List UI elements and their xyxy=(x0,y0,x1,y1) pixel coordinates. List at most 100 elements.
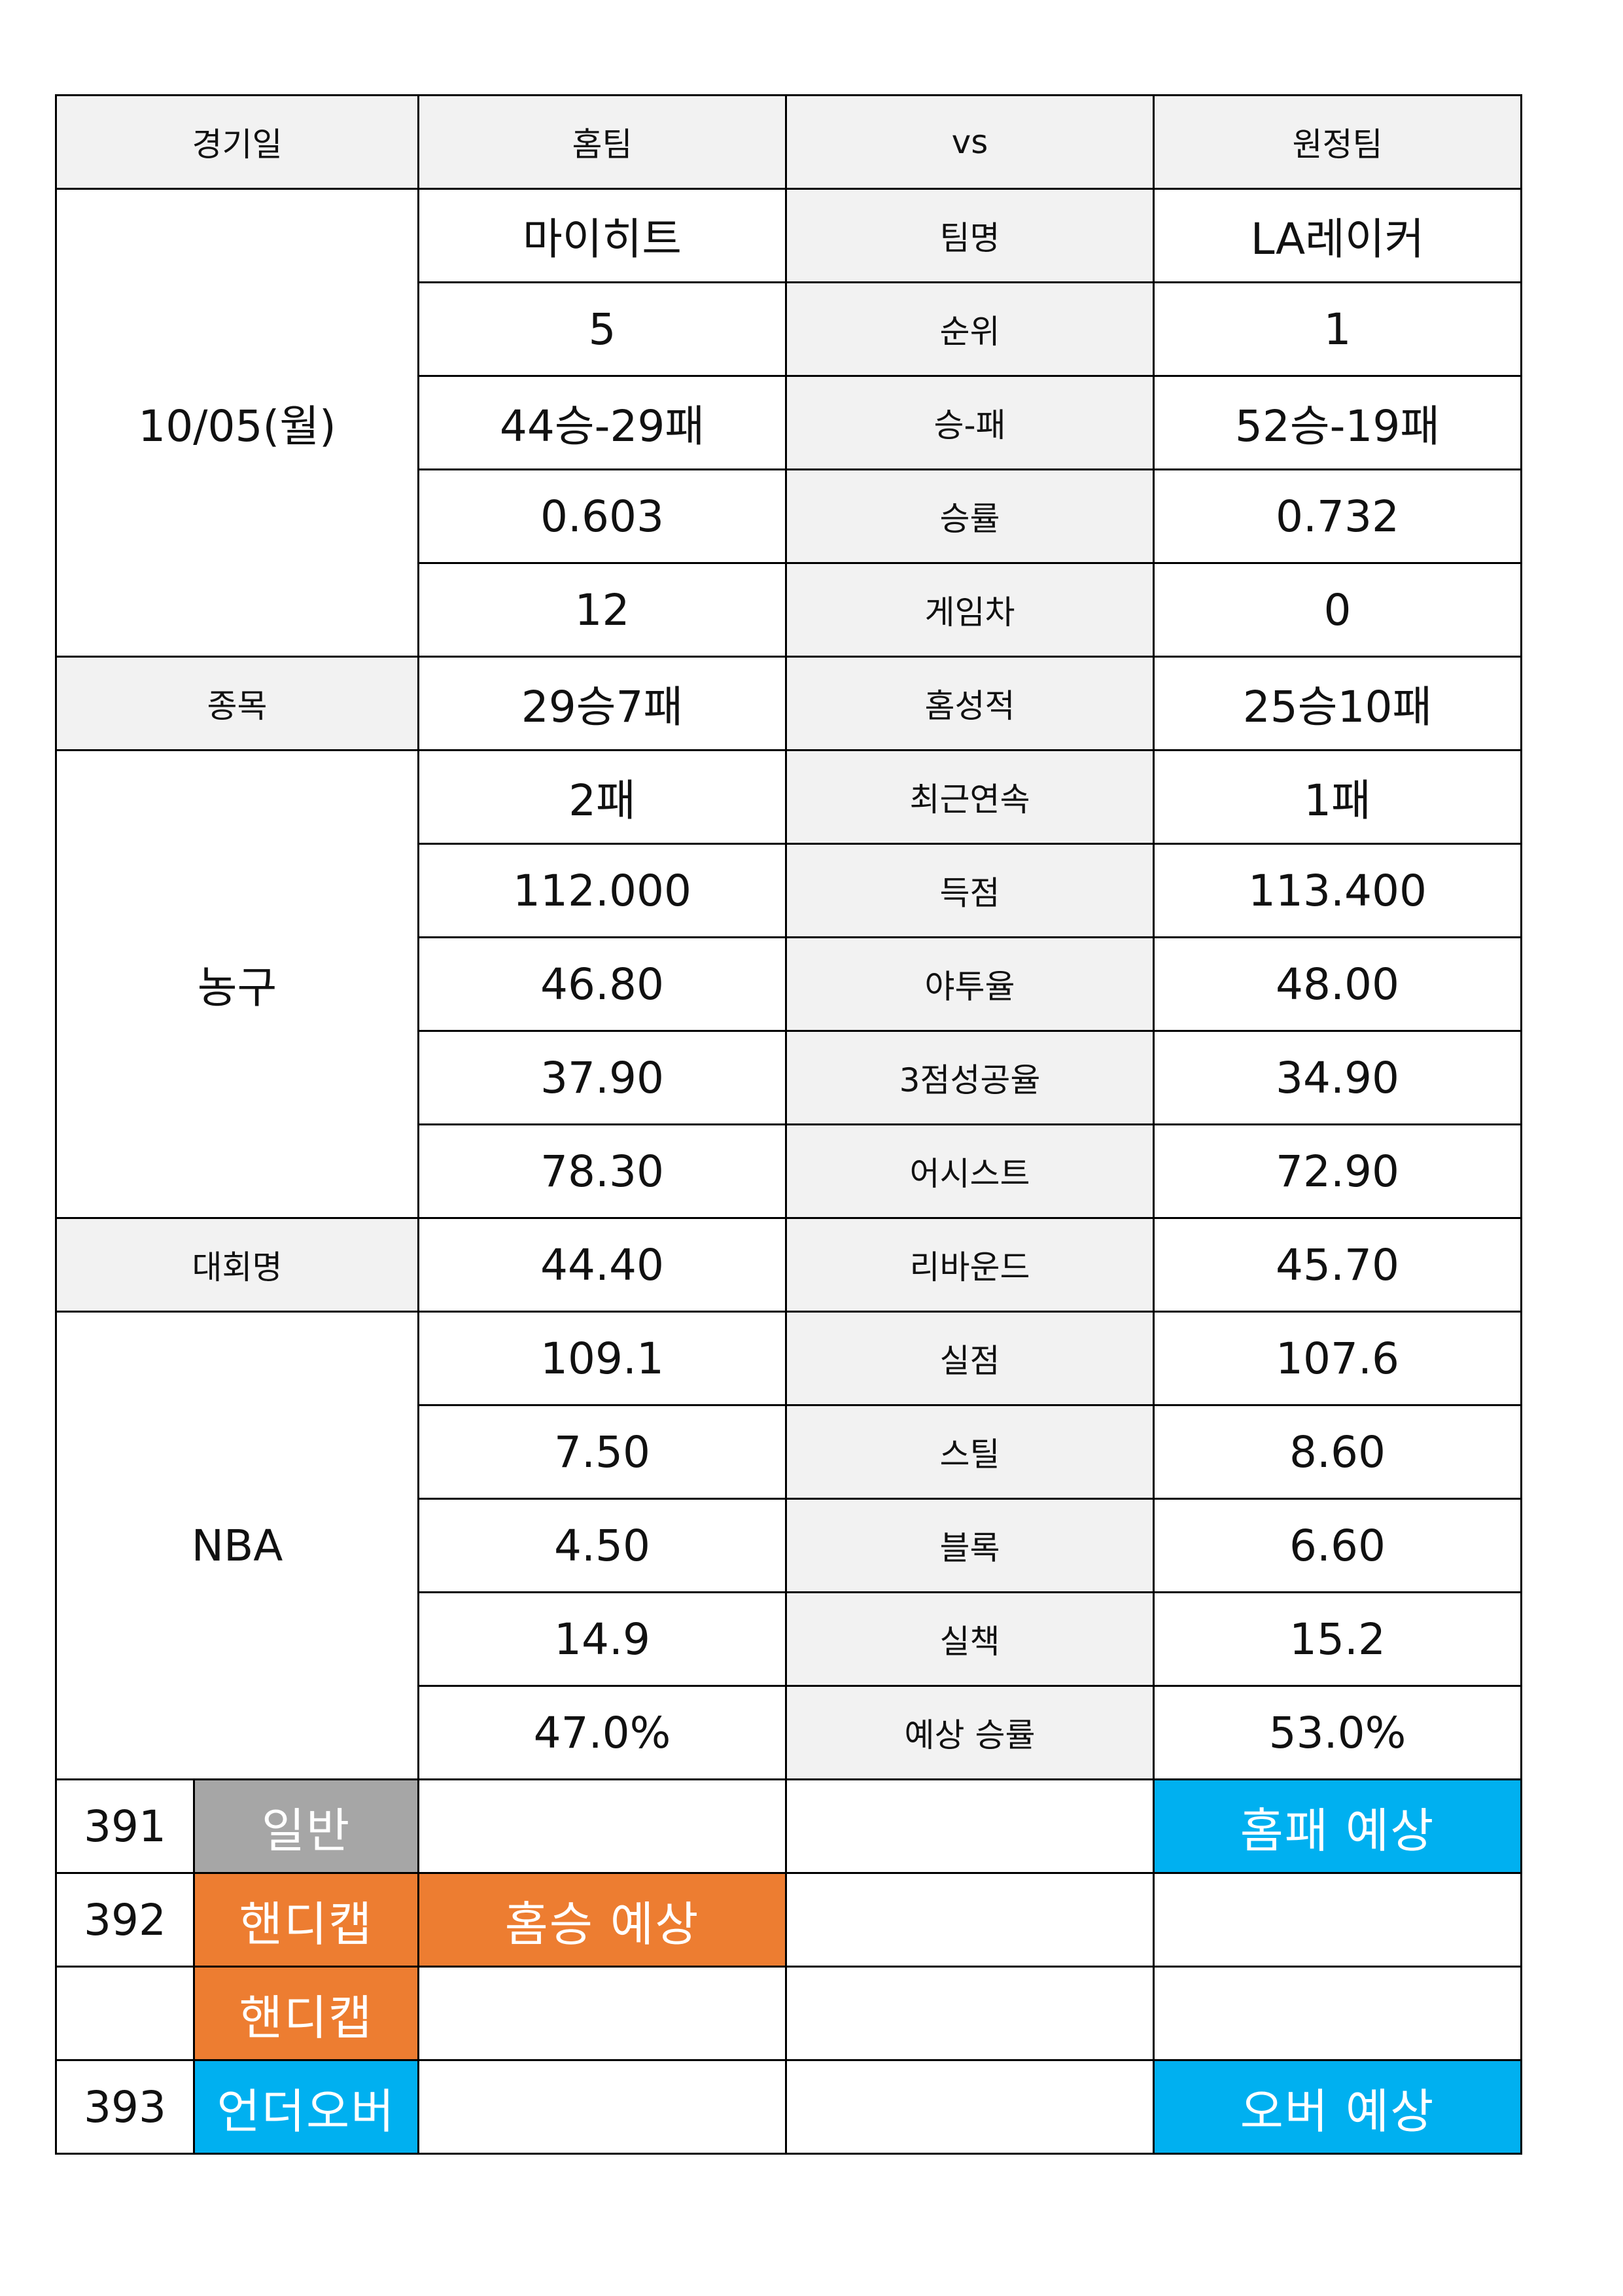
sport-value: 농구 xyxy=(55,749,419,1219)
prediction-number: 393 xyxy=(55,2059,195,2155)
away-stat-value: 0.732 xyxy=(1153,468,1522,564)
draw-pick-cell xyxy=(785,2059,1155,2155)
prediction-number: 391 xyxy=(55,1778,195,1874)
header-vs: vs xyxy=(785,94,1155,190)
stat-row-streak: 농구 2패 최근연속 1패 xyxy=(55,749,1522,1219)
away-stat-value: 113.400 xyxy=(1153,843,1522,938)
stat-row-record: 44승-29패 승-패 52승-19패 xyxy=(56,375,1522,470)
stat-label: 득점 xyxy=(785,843,1155,938)
home-stat-value: 12 xyxy=(417,562,787,658)
away-stat-value: 72.90 xyxy=(1153,1123,1522,1219)
prediction-row-392-b: 핸디캡 xyxy=(55,1966,1522,2061)
game-date: 10/05(월) xyxy=(55,188,419,658)
home-stat-value: 2패 xyxy=(417,749,787,845)
stat-row-games-behind: 12 게임차 0 xyxy=(56,562,1522,658)
header-away-team: 원정팀 xyxy=(1153,94,1522,190)
stat-label: 순위 xyxy=(785,281,1155,377)
stat-row-points-allowed: NBA 109.1 실점 107.6 xyxy=(55,1311,1522,1780)
away-pick-cell xyxy=(1153,1872,1522,1968)
header-row: 경기일 홈팀 vs 원정팀 xyxy=(55,94,1522,190)
stat-row-blocks: 4.50 블록 6.60 xyxy=(56,1498,1522,1593)
home-stat-value: 4.50 xyxy=(417,1498,787,1593)
sport-label: 종목 xyxy=(55,656,419,751)
away-stat-value: 45.70 xyxy=(1153,1217,1522,1313)
stat-label: 승-패 xyxy=(785,375,1155,470)
stat-row-points: 112.000 득점 113.400 xyxy=(56,843,1522,938)
stat-row-fg-pct: 46.80 야투율 48.00 xyxy=(56,936,1522,1032)
league-value: NBA xyxy=(55,1311,419,1780)
home-pick-badge: 홈승 예상 xyxy=(417,1872,787,1968)
header-date: 경기일 xyxy=(55,94,419,190)
prediction-number xyxy=(55,1966,195,2061)
away-stat-value: 34.90 xyxy=(1153,1030,1522,1125)
away-pick-badge: 오버 예상 xyxy=(1153,2059,1522,2155)
away-stat-value: 53.0% xyxy=(1153,1685,1522,1780)
stat-row-rank: 5 순위 1 xyxy=(56,281,1522,377)
stat-row-assists: 78.30 어시스트 72.90 xyxy=(56,1123,1522,1219)
stat-label: 최근연속 xyxy=(785,749,1155,845)
stat-label: 리바운드 xyxy=(785,1217,1155,1313)
home-pick-cell xyxy=(417,1778,787,1874)
stat-label: 팀명 xyxy=(785,188,1155,283)
away-stat-value: 25승10패 xyxy=(1153,656,1522,751)
stat-row-team-name: 10/05(월) 마이히트 팀명 LA레이커 xyxy=(55,188,1522,658)
home-stat-value: 37.90 xyxy=(417,1030,787,1125)
stat-row-steals: 7.50 스틸 8.60 xyxy=(56,1404,1522,1500)
home-stat-value: 44승-29패 xyxy=(417,375,787,470)
league-label: 대회명 xyxy=(55,1217,419,1313)
away-stat-value: 52승-19패 xyxy=(1153,375,1522,470)
away-team-name: LA레이커 xyxy=(1153,188,1522,283)
prediction-row-393: 393 언더오버 오버 예상 xyxy=(55,2059,1522,2155)
home-stat-value: 44.40 xyxy=(417,1217,787,1313)
home-stat-value: 109.1 xyxy=(417,1311,787,1406)
home-pick-cell xyxy=(417,1966,787,2061)
home-stat-value: 46.80 xyxy=(417,936,787,1032)
stat-label: 실책 xyxy=(785,1591,1155,1687)
away-stat-value: 0 xyxy=(1153,562,1522,658)
prediction-type-badge: 핸디캡 xyxy=(193,1966,419,2061)
away-stat-value: 15.2 xyxy=(1153,1591,1522,1687)
home-stat-value: 0.603 xyxy=(417,468,787,564)
prediction-type-badge: 핸디캡 xyxy=(193,1872,419,1968)
stat-row-home-record: 종목 29승7패 홈성적 25승10패 xyxy=(55,656,1522,751)
draw-pick-cell xyxy=(785,1872,1155,1968)
stat-label: 3점성공율 xyxy=(785,1030,1155,1125)
away-pick-cell xyxy=(1153,1966,1522,2061)
prediction-type-badge: 언더오버 xyxy=(193,2059,419,2155)
stat-label: 야투율 xyxy=(785,936,1155,1032)
away-stat-value: 1 xyxy=(1153,281,1522,377)
home-stat-value: 7.50 xyxy=(417,1404,787,1500)
home-stat-value: 29승7패 xyxy=(417,656,787,751)
home-pick-cell xyxy=(417,2059,787,2155)
stat-label: 승률 xyxy=(785,468,1155,564)
away-stat-value: 1패 xyxy=(1153,749,1522,845)
stat-label: 실점 xyxy=(785,1311,1155,1406)
draw-pick-cell xyxy=(785,1778,1155,1874)
stat-label: 어시스트 xyxy=(785,1123,1155,1219)
stat-label: 블록 xyxy=(785,1498,1155,1593)
header-home-team: 홈팀 xyxy=(417,94,787,190)
away-stat-value: 107.6 xyxy=(1153,1311,1522,1406)
home-stat-value: 14.9 xyxy=(417,1591,787,1687)
stat-row-3pt-pct: 37.90 3점성공율 34.90 xyxy=(56,1030,1522,1125)
stat-row-turnovers: 14.9 실책 15.2 xyxy=(56,1591,1522,1687)
home-stat-value: 78.30 xyxy=(417,1123,787,1219)
stat-label: 홈성적 xyxy=(785,656,1155,751)
home-team-name: 마이히트 xyxy=(417,188,787,283)
stat-label: 예상 승률 xyxy=(785,1685,1155,1780)
home-stat-value: 47.0% xyxy=(417,1685,787,1780)
home-stat-value: 112.000 xyxy=(417,843,787,938)
prediction-number: 392 xyxy=(55,1872,195,1968)
stat-label: 스틸 xyxy=(785,1404,1155,1500)
prediction-row-392: 392 핸디캡 홈승 예상 xyxy=(55,1872,1522,1968)
match-stats-table: 경기일 홈팀 vs 원정팀 10/05(월) 마이히트 팀명 LA레이커 5 순… xyxy=(55,94,1522,2155)
away-pick-badge: 홈패 예상 xyxy=(1153,1778,1522,1874)
stat-row-expected-win-rate: 47.0% 예상 승률 53.0% xyxy=(56,1685,1522,1780)
away-stat-value: 6.60 xyxy=(1153,1498,1522,1593)
prediction-row-391: 391 일반 홈패 예상 xyxy=(55,1778,1522,1874)
away-stat-value: 8.60 xyxy=(1153,1404,1522,1500)
home-stat-value: 5 xyxy=(417,281,787,377)
draw-pick-cell xyxy=(785,1966,1155,2061)
stat-row-win-rate: 0.603 승률 0.732 xyxy=(56,468,1522,564)
prediction-type-badge: 일반 xyxy=(193,1778,419,1874)
